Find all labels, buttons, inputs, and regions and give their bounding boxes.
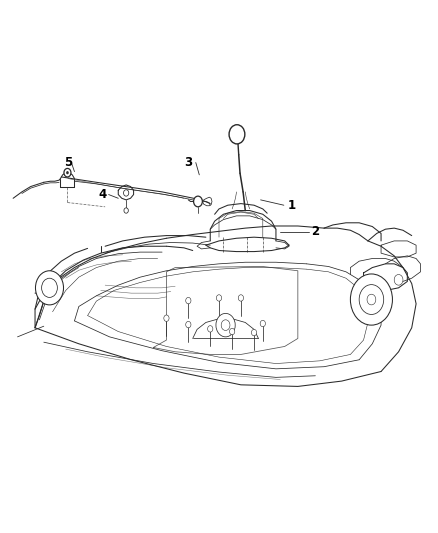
Circle shape xyxy=(124,208,128,213)
Text: 3: 3 xyxy=(184,156,192,169)
Circle shape xyxy=(194,196,202,207)
Text: 5: 5 xyxy=(64,156,72,169)
Circle shape xyxy=(359,285,384,314)
Circle shape xyxy=(367,294,376,305)
Circle shape xyxy=(42,278,57,297)
Circle shape xyxy=(394,274,403,285)
Circle shape xyxy=(216,295,222,301)
Circle shape xyxy=(186,321,191,328)
Text: 1: 1 xyxy=(287,199,295,212)
Circle shape xyxy=(186,297,191,304)
Circle shape xyxy=(230,328,235,335)
Circle shape xyxy=(66,171,69,174)
Circle shape xyxy=(260,320,265,327)
Circle shape xyxy=(164,315,169,321)
Circle shape xyxy=(350,274,392,325)
Circle shape xyxy=(216,313,235,337)
Circle shape xyxy=(229,125,245,144)
Circle shape xyxy=(238,295,244,301)
Circle shape xyxy=(221,320,230,330)
Circle shape xyxy=(64,168,71,177)
Text: 4: 4 xyxy=(99,188,107,201)
Text: 2: 2 xyxy=(311,225,319,238)
Circle shape xyxy=(124,190,129,196)
Circle shape xyxy=(251,329,257,336)
Circle shape xyxy=(208,326,213,332)
Circle shape xyxy=(35,271,64,305)
